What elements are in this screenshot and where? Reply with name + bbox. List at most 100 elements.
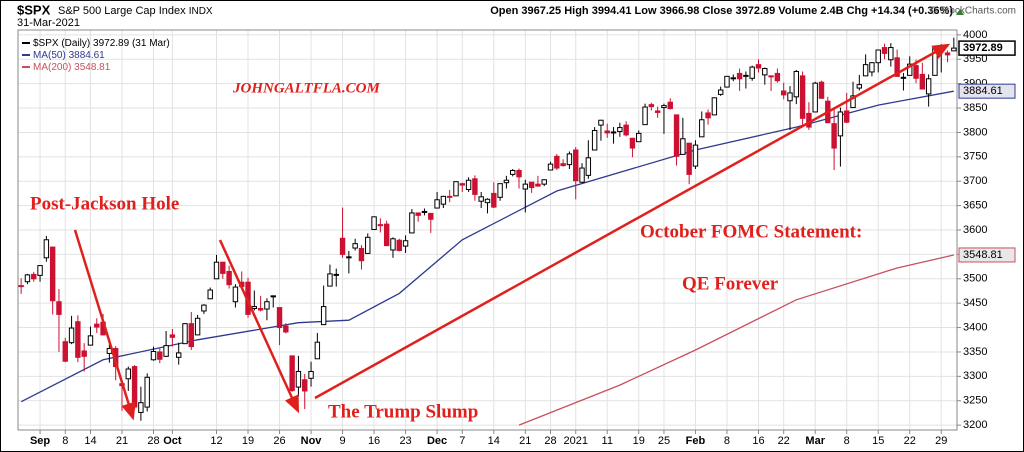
candle-body	[352, 243, 358, 249]
candle-body	[610, 131, 617, 134]
annotation: October FOMC Statement:	[640, 221, 862, 242]
y-tick-label: 3950	[963, 53, 987, 65]
candle-body	[636, 132, 642, 143]
candle-body	[320, 306, 327, 326]
candle-body	[831, 123, 837, 149]
candle-body	[49, 246, 56, 302]
value: 2.4B	[820, 5, 843, 17]
candle-body	[201, 304, 207, 312]
candle-body	[409, 212, 415, 234]
candle-body	[554, 155, 560, 169]
candle-body	[62, 341, 68, 362]
price-tag-label: 3972.89	[963, 42, 1003, 54]
y-tick-label: 3650	[963, 200, 987, 212]
candle-body	[383, 223, 390, 247]
candle-body	[465, 179, 472, 191]
candle-body	[226, 270, 232, 286]
candle-body	[591, 129, 598, 151]
candle-body	[365, 236, 371, 254]
candle-body	[585, 157, 592, 176]
candle-body	[717, 89, 724, 95]
candle-body	[522, 183, 529, 190]
x-tick-label: 7	[459, 435, 465, 447]
candle-body	[68, 327, 75, 344]
exchange: INDX	[189, 6, 213, 17]
ticker: $SPX	[17, 2, 51, 17]
x-tick-label: 28	[147, 435, 159, 447]
x-tick-label: 8	[62, 435, 68, 447]
x-tick-label: 8	[844, 435, 850, 447]
y-tick-label: 3600	[963, 224, 987, 236]
candle-body	[453, 181, 459, 197]
up-arrow	[956, 9, 964, 15]
candle-body	[711, 97, 718, 116]
candle-body	[194, 317, 201, 336]
x-tick-label: 26	[273, 435, 285, 447]
candle-body	[157, 351, 163, 360]
subtitle: S&P 500 Large Cap Index INDX	[58, 5, 213, 17]
candle-body	[648, 104, 655, 108]
y-tick-label: 3750	[963, 151, 987, 163]
value: 3994.41	[592, 5, 632, 17]
candle-body	[919, 73, 926, 90]
candle-body	[434, 199, 440, 209]
label: Open	[490, 5, 518, 17]
candle-body	[251, 306, 258, 310]
candle-body	[371, 216, 377, 231]
candle-body	[396, 239, 402, 251]
candle-body	[774, 72, 781, 82]
candle-body	[81, 350, 87, 357]
candle-body	[762, 68, 768, 76]
x-tick-label: Sep	[30, 435, 50, 447]
candle-body	[925, 78, 932, 95]
candle-body	[818, 81, 825, 99]
candle-body	[484, 198, 491, 204]
y-tick-label: 3800	[963, 126, 987, 138]
candle-body	[428, 212, 434, 220]
candle-body	[94, 323, 100, 328]
candle-body	[333, 273, 339, 276]
price-tag-label: 3548.81	[963, 249, 1003, 261]
y-tick-label: 3500	[963, 273, 987, 285]
candle-body	[169, 334, 176, 338]
candle-body	[837, 111, 844, 137]
candle-body	[37, 265, 43, 276]
candle-body	[24, 274, 31, 283]
arrow	[218, 239, 300, 414]
candle-body	[138, 402, 144, 413]
candle-body	[87, 335, 94, 346]
y-tick-label: 3700	[963, 175, 987, 187]
candle-body	[850, 95, 856, 109]
value: 3967.25	[521, 5, 561, 17]
label: Close	[702, 5, 732, 17]
candle-body	[188, 323, 195, 348]
candle-body	[944, 52, 951, 56]
x-tick-label: 29	[935, 435, 947, 447]
legend-date: (31 Mar)	[132, 38, 170, 49]
x-tick-label: 21	[116, 435, 128, 447]
candle-body	[339, 237, 346, 255]
annotation: JOHNGALTFLA.COM	[232, 80, 380, 96]
candle-body	[535, 183, 541, 187]
x-tick-label: 28	[544, 435, 556, 447]
candle-body	[673, 114, 680, 157]
price-tag-label: 3884.61	[963, 85, 1003, 97]
candle-body	[780, 90, 787, 96]
candle-body	[736, 72, 743, 80]
candle-body	[125, 368, 131, 380]
x-tick-label: 9	[339, 435, 345, 447]
candle-body	[43, 239, 50, 259]
legend-entry: MA(50) 3884.61	[33, 50, 105, 61]
arrow	[73, 229, 136, 421]
candle-body	[579, 167, 585, 183]
candle-body	[207, 289, 213, 300]
candle-body	[667, 101, 673, 110]
legend-name: $SPX (Daily)	[33, 38, 90, 49]
x-tick-label: 8	[724, 435, 730, 447]
candle-body	[182, 323, 188, 345]
y-tick-label: 4000	[963, 29, 987, 41]
candle-body	[749, 66, 755, 79]
candle-body	[869, 62, 875, 73]
candle-body	[654, 110, 661, 113]
candle-body	[881, 47, 888, 54]
